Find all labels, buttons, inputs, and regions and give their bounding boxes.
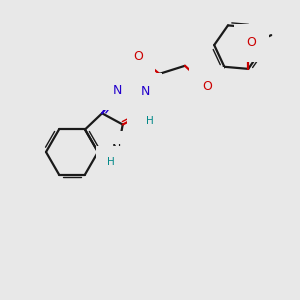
Text: N: N xyxy=(112,143,121,156)
Text: O: O xyxy=(133,50,143,62)
Text: O: O xyxy=(202,80,212,93)
Text: H: H xyxy=(106,157,114,167)
Text: N: N xyxy=(140,85,150,98)
Text: O: O xyxy=(140,108,150,121)
Text: N: N xyxy=(113,84,122,97)
Text: H: H xyxy=(146,116,154,126)
Text: O: O xyxy=(246,36,256,50)
